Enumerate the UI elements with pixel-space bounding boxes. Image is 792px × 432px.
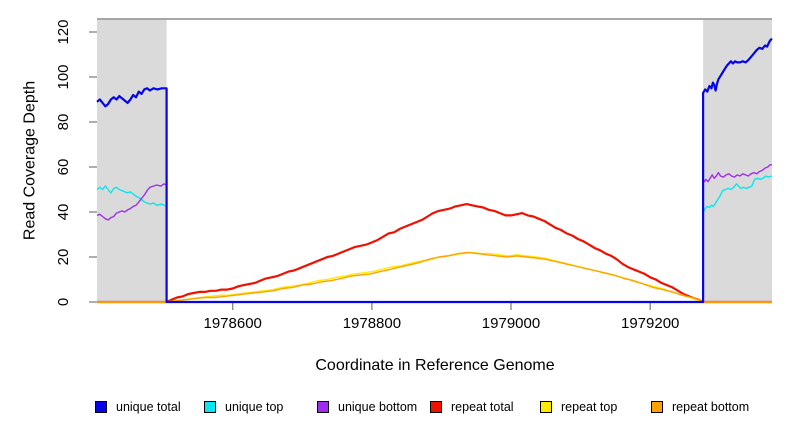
legend-item-repeat-total: repeat total — [430, 399, 514, 415]
y-tick-label: 100 — [55, 64, 72, 89]
shaded-region — [97, 19, 167, 302]
legend-label: unique bottom — [338, 400, 418, 414]
series-unique-bottom — [96, 164, 772, 303]
y-tick-label: 120 — [55, 19, 72, 44]
series-repeat-total — [97, 203, 772, 304]
legend-label: repeat bottom — [672, 400, 750, 414]
x-tick-label: 1979000 — [482, 315, 540, 332]
legend-item-repeat-top: repeat top — [540, 399, 617, 415]
y-axis-title: Read Coverage Depth — [21, 80, 39, 241]
y-tick-label: 0 — [55, 298, 72, 306]
x-tick-label: 1978600 — [203, 315, 261, 332]
legend-label: unique total — [116, 400, 181, 414]
legend-label: repeat total — [451, 400, 514, 414]
legend-swatch — [540, 401, 552, 413]
legend-item-unique-total: unique total — [95, 399, 181, 415]
legend-item-repeat-bottom: repeat bottom — [651, 399, 749, 415]
legend-label: repeat top — [561, 400, 618, 414]
y-tick-label: 20 — [55, 249, 72, 266]
legend-swatch — [651, 401, 663, 413]
y-tick-label: 80 — [55, 114, 72, 131]
series-repeat-top — [97, 251, 772, 303]
series-unique-total — [96, 37, 773, 304]
legend-item-unique-bottom: unique bottom — [317, 399, 417, 415]
series-repeat-bottom — [97, 251, 772, 303]
x-axis-title: Coordinate in Reference Genome — [315, 357, 555, 374]
y-tick-label: 60 — [55, 159, 72, 176]
legend-label: unique top — [225, 400, 284, 414]
legend: unique total unique top unique bottom repea… — [0, 399, 792, 417]
coverage-plot: 1978600 1978800 1979000 1979200 0 20 40 60 80 100… — [55, 18, 773, 332]
legend-item-unique-top: unique top — [204, 399, 283, 415]
x-tick-label: 1979200 — [621, 315, 679, 332]
legend-swatch — [430, 401, 442, 413]
series-unique-top — [96, 175, 773, 303]
shaded-region — [703, 19, 772, 302]
legend-swatch — [204, 401, 216, 413]
legend-swatch — [317, 401, 329, 413]
y-tick-label: 40 — [55, 204, 72, 221]
legend-swatch — [95, 401, 107, 413]
x-tick-label: 1978800 — [343, 315, 401, 332]
